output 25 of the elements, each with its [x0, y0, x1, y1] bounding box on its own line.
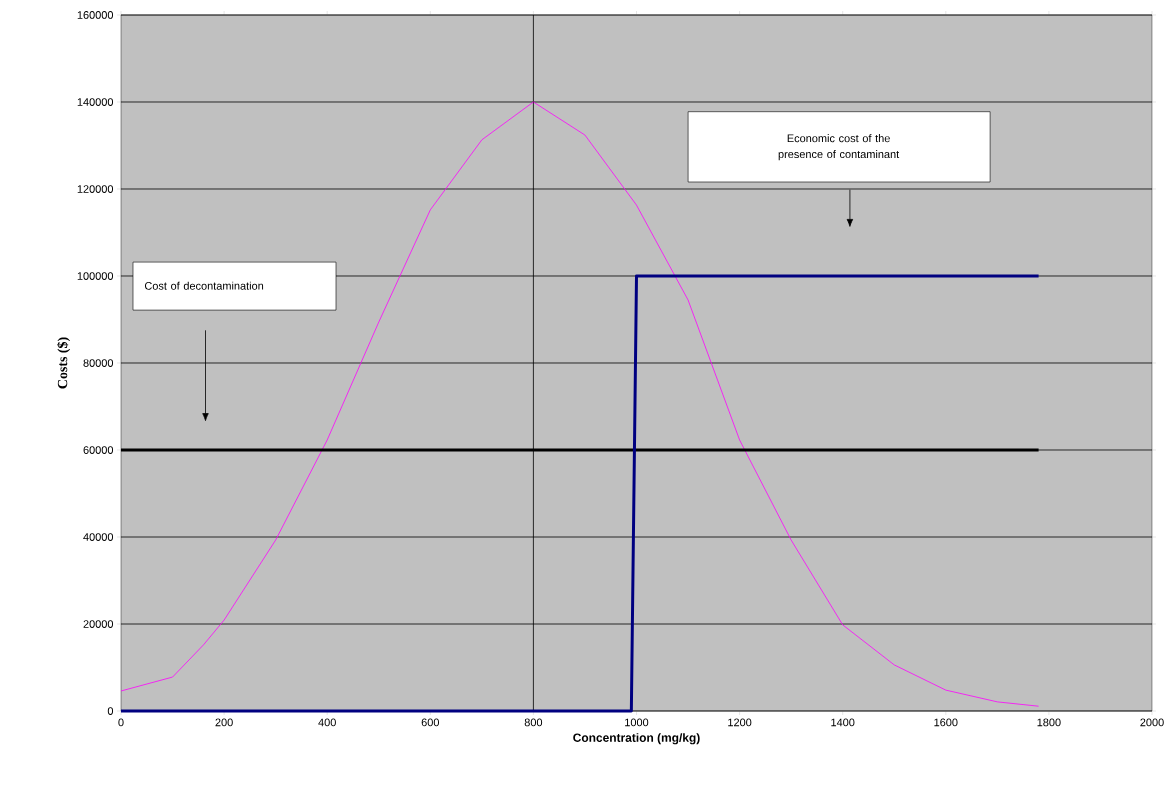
- y-tick-label: 100000: [77, 272, 114, 280]
- x-tick-label: 2000: [1140, 718, 1164, 727]
- x-axis-title: Concentration (mg/kg): [573, 733, 700, 745]
- x-tick-label: 1200: [728, 718, 752, 727]
- x-tick-label: 1600: [934, 718, 958, 727]
- x-tick-label: 1000: [625, 718, 649, 727]
- y-tick-label: 80000: [83, 359, 114, 367]
- x-tick-label: 0: [118, 718, 124, 727]
- annotation: Cost of decontamination: [144, 281, 264, 290]
- y-tick-label: 160000: [77, 11, 114, 19]
- y-tick-label: 140000: [77, 98, 114, 106]
- x-tick-label: 1800: [1037, 718, 1061, 727]
- x-tick-label: 600: [421, 718, 439, 727]
- y-axis-title: Costs ($): [56, 337, 71, 389]
- y-tick-label: 0: [107, 707, 114, 715]
- line-series: [120, 101, 1039, 707]
- x-tick-label: 200: [215, 718, 233, 727]
- y-tick-label: 20000: [83, 620, 114, 628]
- annotation: Economic cost of the presence of contaminant: [778, 134, 900, 161]
- y-tick-label: 120000: [77, 185, 114, 193]
- x-tick-label: 400: [318, 718, 336, 727]
- y-tick-label: 60000: [83, 446, 114, 454]
- x-tick-label: 1400: [831, 718, 855, 727]
- y-tick-label: 40000: [83, 533, 114, 541]
- x-tick-label: 800: [524, 718, 543, 727]
